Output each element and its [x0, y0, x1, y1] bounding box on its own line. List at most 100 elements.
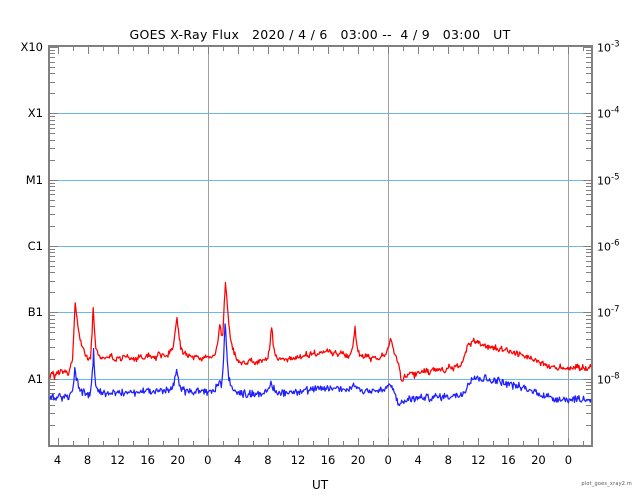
axis-tick: [207, 438, 209, 445]
x-tick-label: 20: [531, 453, 546, 467]
axis-tick: [463, 441, 465, 445]
axis-tick: [102, 441, 104, 445]
x-tick-label: 4: [414, 453, 422, 467]
axis-tick: [50, 347, 55, 349]
axis-tick: [50, 445, 58, 446]
axis-tick: [50, 327, 55, 329]
x-tick-label: 20: [350, 453, 366, 467]
axis-tick: [50, 119, 55, 121]
axis-tick: [568, 438, 570, 445]
axis-tick: [267, 47, 269, 54]
axis-tick: [586, 393, 591, 395]
y-tick-label-left: A1: [27, 371, 43, 386]
axis-tick: [50, 214, 55, 216]
y-tick-label-right: 10-6: [597, 238, 620, 254]
axis-tick: [57, 47, 59, 54]
axis-tick: [508, 47, 510, 54]
axis-tick: [586, 358, 591, 360]
chart-title: GOES X-Ray Flux 2020 / 4 / 6 03:00 -- 4 …: [129, 27, 511, 42]
x-tick-label: 0: [384, 453, 392, 467]
axis-tick: [586, 315, 591, 317]
axis-tick: [50, 148, 55, 150]
axis-tick: [72, 441, 74, 445]
axis-tick: [586, 128, 591, 130]
axis-tick: [50, 47, 58, 48]
axis-tick: [50, 280, 55, 282]
x-tick-label: 12: [470, 453, 486, 467]
axis-tick: [388, 438, 390, 445]
axis-tick: [50, 206, 55, 208]
plot-script-watermark: plot_goes_xray2.m: [581, 481, 632, 487]
x-tick-label: 4: [234, 453, 242, 467]
axis-tick: [586, 53, 591, 55]
axis-tick: [162, 47, 164, 51]
axis-tick: [50, 332, 55, 334]
axis-tick: [508, 438, 510, 445]
y-tick-label-left: M1: [25, 172, 43, 187]
axis-tick: [50, 116, 55, 118]
axis-tick: [72, 47, 74, 51]
axis-tick: [50, 226, 55, 228]
axis-tick: [586, 381, 591, 383]
axis-tick: [478, 47, 480, 54]
axis-tick: [586, 252, 591, 254]
axis-tick: [463, 47, 465, 51]
axis-tick: [282, 47, 284, 51]
flux-curves: [50, 47, 591, 445]
axis-tick: [50, 318, 55, 320]
axis-tick: [50, 381, 55, 383]
axis-tick: [586, 318, 591, 320]
axis-tick: [57, 438, 59, 445]
x-tick-label: 0: [564, 453, 573, 467]
y-tick-label-left: X1: [27, 106, 43, 121]
axis-tick: [50, 358, 55, 360]
axis-tick: [50, 189, 55, 191]
y-tick-label-right: 10-3: [597, 39, 620, 55]
x-tick-label: 16: [140, 453, 155, 467]
axis-tick: [237, 438, 239, 445]
y-tick-label-left: C1: [27, 239, 43, 253]
axis-tick: [177, 47, 179, 54]
axis-tick: [586, 116, 591, 118]
axis-tick: [403, 441, 405, 445]
axis-tick: [50, 252, 55, 254]
axis-tick: [312, 47, 314, 51]
axis-tick: [418, 47, 420, 54]
x-tick-label: 16: [320, 453, 336, 467]
axis-tick: [583, 246, 591, 247]
axis-tick: [553, 47, 555, 51]
day-divider: [388, 47, 390, 445]
axis-tick: [586, 388, 591, 390]
axis-tick: [583, 378, 591, 380]
axis-tick: [50, 413, 55, 415]
axis-tick: [493, 441, 495, 445]
axis-tick: [50, 53, 55, 55]
axis-tick: [586, 256, 591, 258]
axis-tick: [448, 47, 450, 54]
gridline: [50, 312, 591, 314]
axis-tick: [50, 405, 55, 407]
axis-tick: [586, 133, 591, 135]
x-tick-label: 8: [264, 453, 272, 467]
axis-tick: [50, 123, 55, 125]
x-tick-label: 8: [444, 453, 452, 467]
axis-tick: [50, 322, 55, 324]
axis-tick: [87, 438, 89, 445]
axis-tick: [553, 441, 555, 445]
axis-tick: [586, 214, 591, 216]
y-tick-label-right: 10-7: [597, 305, 620, 320]
axis-tick: [192, 47, 194, 51]
axis-tick: [50, 338, 55, 340]
y-tick-label-left: X10: [20, 40, 43, 54]
axis-tick: [50, 292, 55, 294]
axis-tick: [583, 113, 591, 115]
y-tick-label-left: B1: [27, 305, 43, 320]
axis-tick: [586, 332, 591, 334]
axis-tick: [50, 73, 55, 75]
axis-tick: [358, 47, 360, 54]
axis-tick: [50, 425, 55, 427]
axis-tick: [50, 398, 55, 400]
axis-tick: [586, 280, 591, 282]
axis-tick: [586, 327, 591, 329]
axis-tick: [50, 388, 55, 390]
